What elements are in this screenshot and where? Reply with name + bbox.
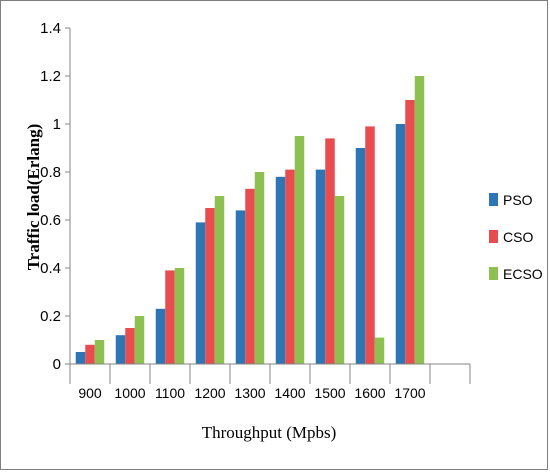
bar-cso-1400 bbox=[285, 169, 295, 364]
x-axis-ticks: 900 1000 1100 1200 1300 1400 1500 1600 1700 bbox=[69, 364, 471, 401]
x-tick-label: 900 bbox=[78, 385, 102, 401]
bar-cso-1600 bbox=[365, 126, 375, 365]
y-tick-label: 0 bbox=[53, 356, 61, 373]
bar-ecso-1400 bbox=[294, 136, 305, 364]
x-tick-label: 1200 bbox=[194, 385, 225, 401]
x-tick-label: 1400 bbox=[274, 385, 305, 401]
legend-swatch-cso bbox=[489, 230, 498, 243]
bar-ecso-1700 bbox=[414, 76, 425, 364]
bar-ecso-1000 bbox=[134, 316, 145, 364]
y-tick-label: 0.8 bbox=[40, 164, 61, 181]
bar-cso-1000 bbox=[125, 328, 135, 364]
bar-cso-1200 bbox=[205, 208, 215, 364]
bar-cso-900 bbox=[85, 344, 95, 364]
legend-label-ecso: ECSO bbox=[503, 266, 543, 282]
x-tick-label: 1300 bbox=[234, 385, 265, 401]
y-tick-label: 0.6 bbox=[40, 212, 61, 229]
y-tick-label: 1.4 bbox=[40, 20, 61, 37]
bar-ecso-1300 bbox=[254, 172, 265, 364]
x-tick-label: 1700 bbox=[394, 385, 425, 401]
x-tick-label: 1500 bbox=[314, 385, 345, 401]
bar-cso-1100 bbox=[165, 270, 175, 364]
bar-pso-1600 bbox=[355, 148, 366, 364]
y-tick-label: 0.2 bbox=[40, 308, 61, 325]
y-tick-label: 1 bbox=[53, 116, 61, 133]
legend-label-cso: CSO bbox=[503, 229, 533, 245]
y-axis-label: Traffic load(Erlang) bbox=[24, 124, 43, 271]
bar-pso-1200 bbox=[195, 222, 206, 364]
bar-ecso-1600 bbox=[374, 337, 385, 364]
bar-ecso-1200 bbox=[214, 196, 225, 364]
x-tick-label: 1100 bbox=[155, 385, 185, 401]
x-tick-label: 1000 bbox=[114, 385, 145, 401]
x-axis-label: Throughput (Mpbs) bbox=[202, 423, 337, 442]
bar-ecso-1500 bbox=[334, 196, 345, 364]
bar-pso-900 bbox=[75, 352, 86, 364]
legend-swatch-ecso bbox=[489, 267, 498, 280]
y-axis-ticks: 0 0.2 0.4 0.6 0.8 1 1.2 1.4 bbox=[40, 20, 70, 373]
bar-pso-1700 bbox=[395, 124, 406, 364]
y-tick-label: 0.4 bbox=[40, 260, 61, 277]
bar-ecso-1100 bbox=[174, 268, 185, 364]
bar-pso-1100 bbox=[155, 308, 166, 364]
bar-cso-1300 bbox=[245, 188, 255, 364]
bar-cso-1500 bbox=[325, 138, 335, 364]
bars bbox=[75, 76, 425, 365]
bar-pso-1300 bbox=[235, 210, 246, 364]
legend-label-pso: PSO bbox=[503, 192, 533, 208]
bar-pso-1000 bbox=[115, 335, 126, 364]
bar-pso-1500 bbox=[315, 169, 326, 364]
bar-cso-1700 bbox=[405, 100, 415, 364]
legend: PSO CSO ECSO bbox=[489, 192, 543, 282]
legend-swatch-pso bbox=[489, 193, 498, 206]
bar-ecso-900 bbox=[94, 340, 105, 364]
y-tick-label: 1.2 bbox=[40, 68, 61, 85]
x-tick-label: 1600 bbox=[354, 385, 385, 401]
bar-pso-1400 bbox=[275, 176, 286, 364]
